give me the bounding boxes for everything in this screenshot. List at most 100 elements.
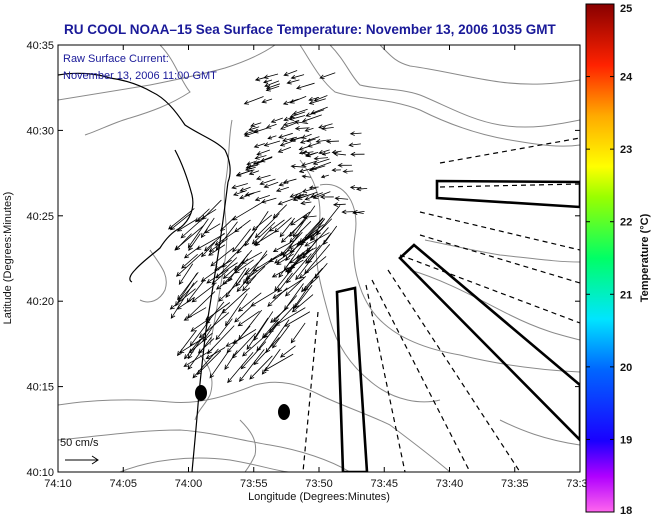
current-vector-arrow [205, 302, 231, 321]
current-vector-arrow [231, 183, 248, 190]
current-vector-arrow [225, 293, 248, 327]
current-vector-arrow [244, 190, 261, 197]
current-vector-arrow [283, 311, 311, 327]
map-title: RU COOL NOAA–15 Sea Surface Temperature:… [64, 22, 556, 37]
current-vector-arrow [273, 217, 292, 233]
current-vector-arrow [196, 208, 217, 222]
current-vector-arrow [204, 223, 221, 234]
current-vector-arrow [295, 82, 315, 90]
current-vector-arrow [348, 142, 361, 148]
current-vector-arrow [319, 72, 336, 80]
x-tick-label: 73:45 [370, 478, 398, 490]
current-vector-arrow [232, 228, 252, 253]
current-vector-arrow [277, 146, 291, 153]
current-vector-arrow [308, 96, 320, 102]
current-vector-arrow [175, 233, 192, 251]
current-vector-arrow [289, 192, 302, 198]
current-vector-arrow [208, 238, 228, 253]
current-vector-arrow [176, 296, 195, 310]
current-vector-arrow [243, 129, 259, 136]
current-vector-arrow [215, 318, 233, 341]
current-vector-arrow [307, 232, 332, 264]
colorbar-tick-label: 24 [620, 72, 633, 84]
current-vector-arrow [209, 348, 231, 379]
current-vector-arrow [256, 149, 270, 156]
current-vector-arrow [300, 200, 312, 206]
current-vector-arrow [265, 85, 280, 92]
current-vector-arrow [196, 233, 225, 250]
current-vector-arrow [260, 197, 277, 204]
current-vector-arrow [321, 126, 334, 131]
current-vector-arrow [352, 210, 365, 215]
current-vector-arrow [235, 169, 253, 177]
current-vector-arrow [200, 217, 215, 239]
current-vector-arrow [315, 138, 329, 144]
current-vector-arrow [244, 253, 268, 276]
current-vector-arrow [256, 174, 271, 181]
x-axis-label: Longitude (Degrees:Minutes) [248, 491, 390, 503]
current-vector-arrow [205, 347, 226, 360]
current-vector-arrow [288, 230, 319, 249]
current-vector-arrow [312, 191, 331, 199]
current-vector-arrow [308, 98, 326, 105]
current-vector-arrow [218, 280, 241, 302]
current-vector-arrow [278, 132, 293, 139]
current-vector-arrow [320, 174, 329, 179]
current-vector-arrow [175, 252, 204, 277]
current-vector-arrow [215, 221, 238, 251]
colorbar-tick-label: 20 [620, 362, 632, 374]
current-vector-arrow [246, 164, 259, 170]
y-tick-label: 40:20 [26, 296, 54, 308]
current-vector-arrow [238, 309, 263, 341]
current-vector-arrow [268, 219, 285, 232]
current-vector-arrow [268, 305, 296, 334]
current-vector-arrow [206, 262, 238, 284]
current-vector-arrow [272, 278, 303, 299]
scale-arrow-icon [65, 455, 99, 465]
colorbar [585, 3, 615, 513]
x-tick-label: 73:55 [240, 478, 268, 490]
current-vector-arrow [290, 164, 306, 169]
current-vector-arrow [270, 307, 289, 324]
current-vector-arrow [280, 231, 303, 257]
mooring-marker-icon [195, 385, 207, 401]
current-vector-arrow [313, 156, 329, 161]
current-vector-arrow [265, 123, 277, 129]
colorbar-ticks: 25 24 23 22 21 20 19 18 [586, 3, 633, 517]
current-vector-arrow [272, 242, 292, 253]
radar-boxes [335, 179, 580, 472]
current-vector-arrow [246, 161, 256, 166]
current-vector-arrow [311, 161, 332, 171]
y-tick-label: 40:25 [26, 211, 54, 223]
current-vector-arrow [341, 209, 354, 215]
current-vector-arrow [287, 251, 305, 275]
current-vector-arrow [337, 162, 352, 168]
current-vector-arrow [215, 277, 233, 290]
current-vector-arrow [294, 284, 313, 309]
current-vector-arrow [304, 232, 330, 247]
current-vector-arrow [187, 218, 209, 249]
current-vector-arrow [188, 233, 201, 252]
current-vector-arrow [183, 349, 213, 367]
current-vector-arrow [263, 79, 273, 84]
current-vector-arrow [290, 322, 306, 344]
current-vector-arrow [282, 136, 298, 143]
current-vector-arrow [252, 252, 284, 272]
current-vector-arrow [197, 338, 215, 354]
current-vector-arrow [260, 157, 273, 163]
current-vector-arrow [243, 96, 264, 105]
current-vector-arrow [183, 338, 201, 360]
current-vector-arrow [270, 117, 283, 124]
y-tick-label: 40:35 [26, 40, 54, 52]
current-vector-arrow [234, 304, 253, 323]
current-vector-arrow [254, 195, 270, 202]
current-vector-arrow [263, 73, 279, 80]
current-vector-arrow [318, 149, 330, 155]
x-tick-label: 73:40 [436, 478, 464, 490]
current-vector-arrow [321, 151, 331, 156]
current-vector-arrow [201, 242, 216, 258]
current-vector-arrow [261, 98, 273, 104]
current-vector-arrow [253, 143, 265, 149]
current-vector-arrow [237, 292, 262, 312]
current-vector-arrow [176, 219, 197, 232]
